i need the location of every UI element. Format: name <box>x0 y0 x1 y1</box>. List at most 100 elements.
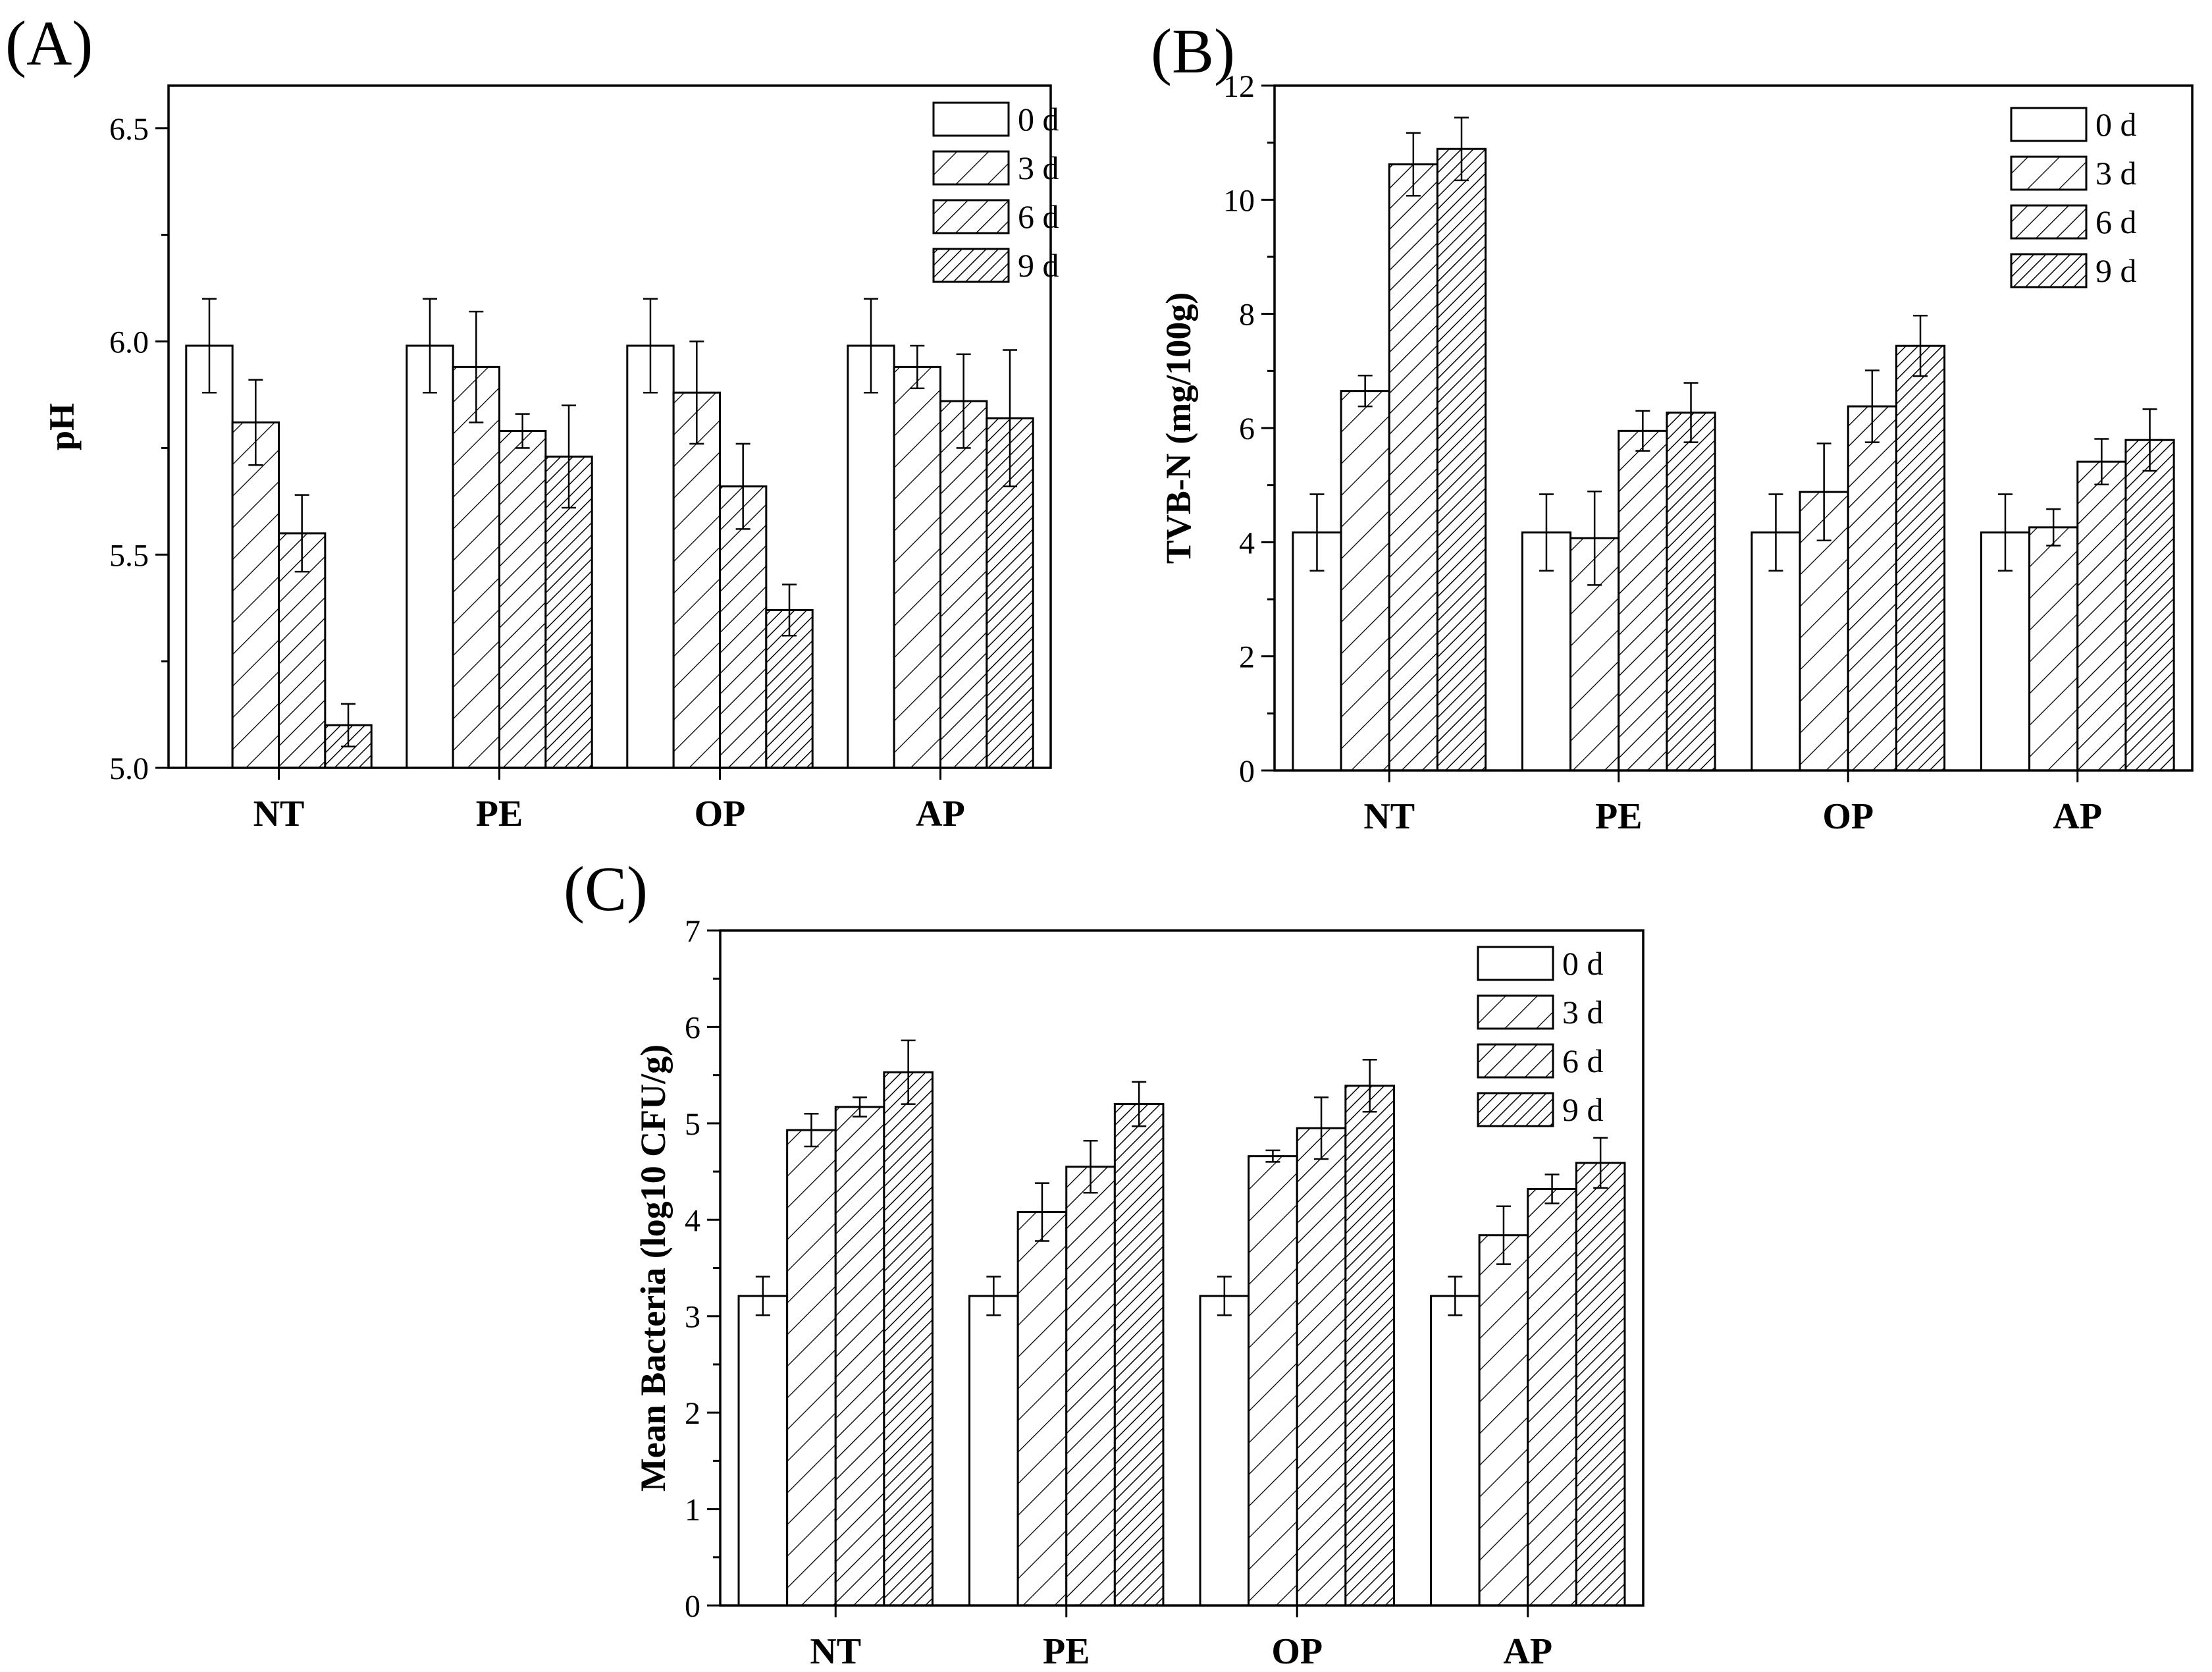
bar-nt-0d <box>185 344 234 769</box>
bar-ap-6d <box>1527 1187 1577 1607</box>
legend-swatch-3d <box>2010 155 2088 191</box>
plot-frame <box>167 84 1052 769</box>
bar-nt-0d <box>737 1295 789 1607</box>
legend-swatch-3d <box>932 150 1010 186</box>
bar-nt-6d <box>1388 163 1438 772</box>
y-tick-label: 2 <box>685 1396 700 1431</box>
legend-label: 3 d <box>1562 994 1604 1031</box>
bar-pe-6d <box>498 429 547 769</box>
bar-nt-9d <box>1436 148 1487 772</box>
x-tick-label: OP <box>1271 1631 1323 1672</box>
bar-pe-3d <box>452 365 501 769</box>
bar-op-3d <box>672 391 722 769</box>
y-tick-label: 0 <box>685 1589 700 1624</box>
legend-swatch-3d <box>1477 994 1554 1030</box>
bar-pe-9d <box>1113 1103 1165 1607</box>
y-tick-label: 2 <box>1239 640 1255 675</box>
bar-op-9d <box>1895 344 1946 772</box>
legend-label: 6 d <box>1562 1042 1604 1079</box>
bar-pe-3d <box>1016 1211 1068 1607</box>
x-tick-label: NT <box>253 794 305 834</box>
bar-op-3d <box>1248 1155 1298 1607</box>
x-tick-label: NT <box>1363 796 1415 837</box>
legend-label: 3 d <box>1018 149 1059 186</box>
bar-op-0d <box>1199 1295 1250 1607</box>
legend-swatch-9d <box>2010 253 2088 288</box>
legend-swatch-0d <box>2010 107 2088 142</box>
bar-pe-6d <box>1065 1166 1116 1607</box>
bar-op-0d <box>626 344 675 769</box>
legend-label: 0 d <box>1562 945 1604 982</box>
y-tick-label: 5.0 <box>109 751 149 786</box>
legend-label: 9 d <box>2095 252 2137 289</box>
y-tick-label: 5.5 <box>109 538 149 573</box>
y-tick-label: 6.0 <box>109 325 149 360</box>
y-tick-label: 4 <box>685 1203 700 1238</box>
legend-swatch-6d <box>2010 204 2088 240</box>
bar-op-9d <box>1344 1085 1395 1607</box>
legend-swatch-9d <box>932 248 1010 283</box>
bar-ap-0d <box>1430 1295 1481 1607</box>
y-tick-label: 6 <box>685 1010 700 1045</box>
bar-op-6d <box>719 485 768 769</box>
bar-op-6d <box>1296 1127 1347 1607</box>
y-tick-label: 7 <box>685 914 700 949</box>
bar-nt-0d <box>1292 531 1342 772</box>
panel-a: (A) NT PE OP AP 5.0 5.5 6.0 6.5 pH 0 d 3 d 6 d 9 d <box>5 8 1059 834</box>
x-tick-label: OP <box>695 794 746 834</box>
panel-c: (C) NT PE OP AP 0 1 2 3 4 5 6 7 Mean Bacteria (log10 … <box>564 853 1645 1672</box>
panel-label: (B) <box>1151 16 1235 86</box>
bar-ap-3d <box>1478 1234 1529 1607</box>
x-tick-label: PE <box>476 794 523 834</box>
bar-nt-6d <box>834 1106 885 1607</box>
bar-pe-0d <box>1521 531 1572 772</box>
x-tick-label: NT <box>810 1631 861 1672</box>
bar-ap-3d <box>893 365 942 769</box>
legend-label: 3 d <box>2095 155 2137 192</box>
bar-nt-9d <box>883 1071 934 1607</box>
legend-label: 9 d <box>1018 247 1059 284</box>
x-tick-label: PE <box>1595 796 1643 837</box>
x-tick-label: OP <box>1822 796 1874 837</box>
legend-swatch-6d <box>1477 1043 1554 1079</box>
legend-label: 0 d <box>2095 106 2137 143</box>
bar-op-6d <box>1847 405 1897 772</box>
y-axis-label: pH <box>42 403 82 450</box>
legend-label: 0 d <box>1018 101 1059 138</box>
bar-ap-0d <box>847 344 895 769</box>
bar-ap-6d <box>939 400 988 769</box>
legend-swatch-0d <box>1477 946 1554 981</box>
panel-b: (B) NT PE OP AP 0 2 4 6 8 10 12 TVB-N (mg/100g) 0 d 3 … <box>1151 16 2194 837</box>
y-axis-label: Mean Bacteria (log10 CFU/g) <box>633 1044 673 1492</box>
y-tick-label: 1 <box>685 1493 700 1528</box>
bar-pe-6d <box>1618 429 1668 772</box>
bar-ap-9d <box>1575 1162 1626 1607</box>
y-tick-label: 12 <box>1223 69 1255 104</box>
bar-nt-3d <box>231 421 280 769</box>
y-tick-label: 6 <box>1239 412 1255 446</box>
bar-pe-0d <box>406 344 454 769</box>
legend-label: 6 d <box>2095 203 2137 240</box>
panel-label: (A) <box>5 8 93 78</box>
bar-pe-0d <box>968 1295 1019 1607</box>
y-tick-label: 8 <box>1239 298 1255 333</box>
legend-label: 6 d <box>1018 198 1059 235</box>
bar-ap-9d <box>2124 439 2175 772</box>
x-tick-label: AP <box>2053 796 2102 837</box>
y-tick-label: 10 <box>1223 183 1255 218</box>
legend-swatch-6d <box>932 199 1010 234</box>
panel-label: (C) <box>564 853 648 924</box>
y-tick-label: 4 <box>1239 526 1255 560</box>
x-tick-label: AP <box>916 794 965 834</box>
y-tick-label: 3 <box>685 1300 700 1335</box>
bar-ap-3d <box>2028 526 2079 772</box>
bar-pe-9d <box>1666 412 1716 772</box>
y-axis-label: TVB-N (mg/100g) <box>1159 292 1198 564</box>
x-tick-label: AP <box>1503 1631 1552 1672</box>
y-tick-label: 0 <box>1239 754 1255 789</box>
y-tick-label: 5 <box>685 1107 700 1142</box>
bar-ap-0d <box>1980 531 2031 772</box>
y-tick-label: 6.5 <box>109 112 149 147</box>
x-tick-label: PE <box>1043 1631 1090 1672</box>
